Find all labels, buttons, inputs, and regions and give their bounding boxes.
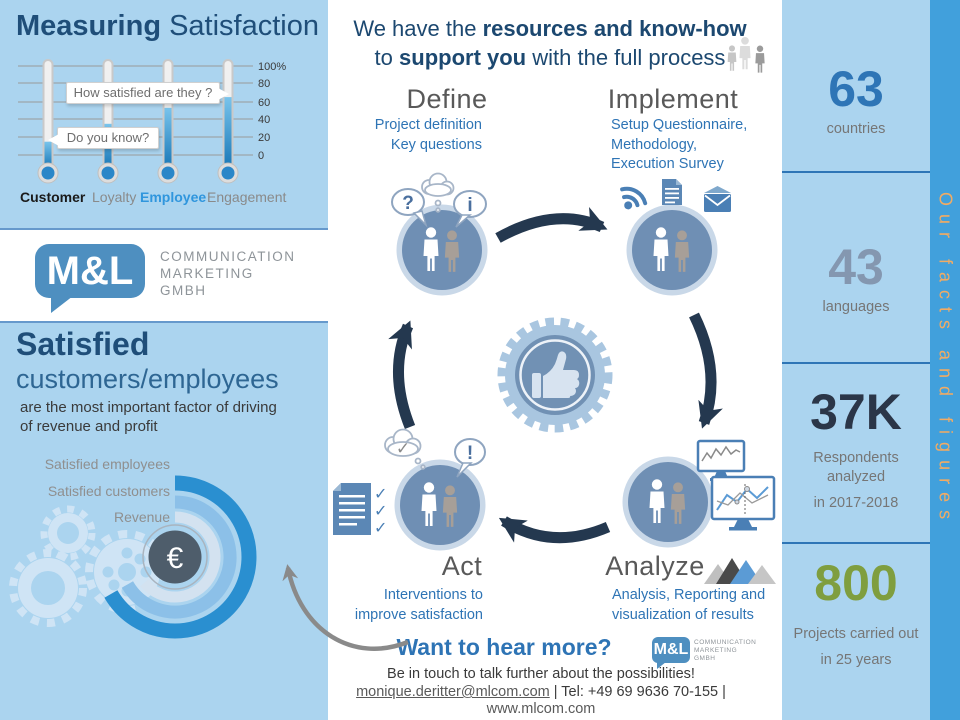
- logo-text: COMMUNICATION MARKETING GMBH: [160, 249, 296, 298]
- page-title: Measuring Satisfaction: [16, 10, 319, 43]
- step-define-title: Define: [406, 84, 488, 114]
- step-analyze-title: Analyze: [605, 551, 705, 581]
- right-panel-background: [782, 0, 930, 720]
- fact-countries-value: 63: [828, 61, 884, 117]
- step-act-sub: Interventions to improve satisfaction: [354, 587, 483, 623]
- fact-divider: [782, 542, 930, 544]
- category-engagement: Engagement: [207, 189, 287, 205]
- bubble-tail-icon: [48, 134, 59, 146]
- footer-logo-text: COMMUNICATION MARKETING GMBH: [694, 639, 757, 662]
- footer-logo-tail-icon: [657, 662, 666, 669]
- speech-bubble-bottom: Do you know?: [48, 127, 159, 149]
- svg-text:60: 60: [258, 97, 270, 109]
- company-logo: M&L: [35, 244, 145, 313]
- svg-text:20: 20: [258, 132, 270, 144]
- fact-respondents-value: 37K: [810, 384, 902, 440]
- fact-respondents-period: in 2017-2018: [813, 495, 899, 511]
- ring-label-revenue: Revenue: [113, 509, 170, 525]
- fact-languages-label: languages: [822, 299, 890, 315]
- satisfied-subheading: customers/employees: [16, 364, 279, 394]
- thermometer-loyalty: [97, 59, 119, 184]
- logo-bubble-tail-icon: [51, 296, 73, 313]
- step-implement-sub: Setup Questionnaire, Methodology, Execut…: [611, 117, 748, 172]
- category-employee: Employee: [140, 189, 207, 205]
- fact-languages-value: 43: [828, 239, 884, 295]
- category-loyalty: Loyalty: [92, 189, 137, 205]
- step-define-sub: Project definition Key questions: [374, 117, 482, 153]
- fact-countries-label: countries: [826, 121, 886, 137]
- step-implement-title: Implement: [607, 84, 739, 114]
- thermometer-engagement: [217, 59, 239, 184]
- cta-heading: Want to hear more?: [396, 634, 612, 660]
- speech-bubble-top: How satisfied are they ?: [66, 82, 229, 104]
- fact-divider: [782, 171, 930, 173]
- center-header: We have the resources and know-how to su…: [353, 16, 747, 70]
- svg-text:0: 0: [258, 150, 264, 162]
- ring-label-employees: Satisfied employees: [44, 456, 170, 472]
- satisfied-body: are the most important factor of driving…: [20, 399, 277, 435]
- facts-strip: Our facts and figures: [930, 0, 960, 720]
- bubble-tail-icon: [218, 88, 229, 100]
- svg-text:80: 80: [258, 78, 270, 90]
- facts-strip-label: Our facts and figures: [935, 192, 956, 528]
- step-act-title: Act: [441, 551, 483, 581]
- ring-label-customers: Satisfied customers: [47, 483, 170, 499]
- category-customer: Customer: [20, 189, 86, 205]
- footer-logo: M&L: [652, 637, 690, 669]
- page-title-bold: Measuring: [16, 10, 162, 42]
- logo-mark: M&L: [46, 248, 134, 293]
- speech-bubble-top-text: How satisfied are they ?: [73, 85, 213, 100]
- speech-bubble-bottom-text: Do you know?: [66, 130, 150, 145]
- svg-text:40: 40: [258, 114, 270, 126]
- fact-divider: [782, 362, 930, 364]
- email-link[interactable]: monique.deritter@mlcom.com: [356, 684, 550, 700]
- chart-axis-labels: 100% 80 60 40 20 0: [258, 61, 286, 162]
- logo-band: M&L COMMUNICATION MARKETING GMBH: [0, 228, 328, 323]
- people-group-icon: [727, 36, 765, 73]
- fact-projects-value: 800: [814, 555, 898, 611]
- fact-projects-period: in 25 years: [820, 652, 892, 668]
- website-text: www.mlcom.com: [486, 701, 596, 717]
- contact-line: monique.deritter@mlcom.com | Tel: +49 69…: [356, 684, 726, 700]
- fact-projects-label: Projects carried out: [793, 626, 919, 642]
- fact-respondents-label: Respondents analyzed: [813, 450, 899, 485]
- thermometer-employee: [157, 59, 179, 184]
- step-analyze-sub: Analysis, Reporting and visualization of…: [612, 587, 766, 623]
- thermometer-customer: [37, 59, 59, 184]
- satisfied-heading: Satisfied: [16, 326, 150, 362]
- svg-text:100%: 100%: [258, 61, 286, 73]
- page-title-rest: Satisfaction: [161, 10, 320, 42]
- contact-intro: Be in touch to talk further about the po…: [387, 666, 695, 682]
